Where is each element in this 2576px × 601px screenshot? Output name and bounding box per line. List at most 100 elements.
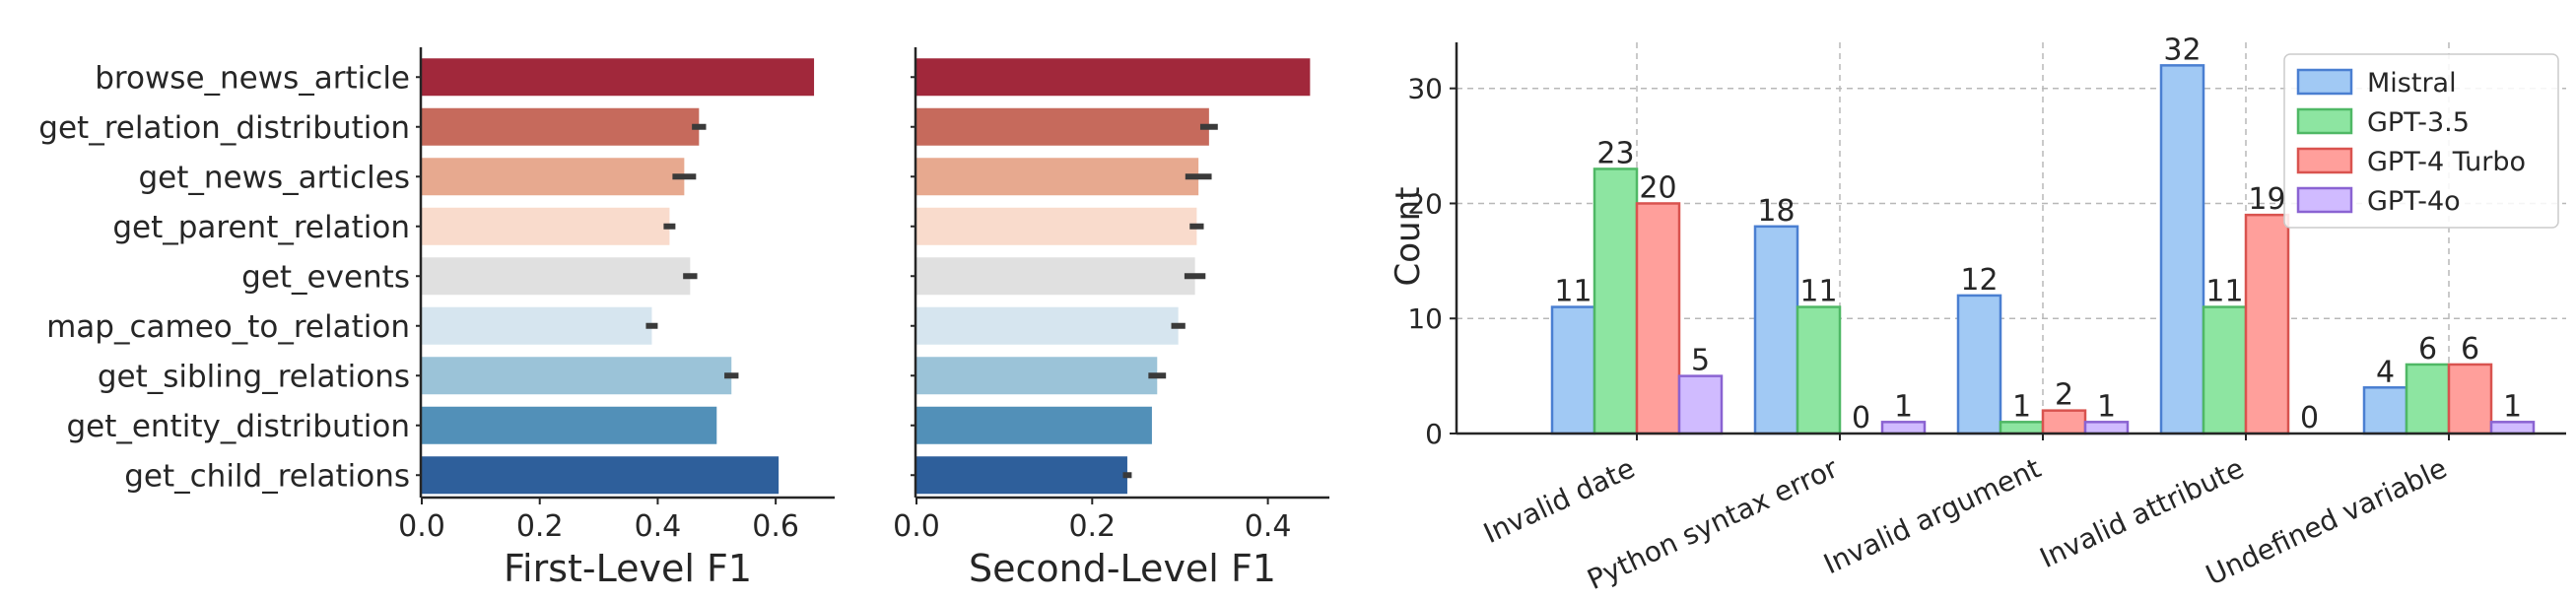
x-tick-label: 0.0 <box>398 509 445 544</box>
bar-map-cameo-to-relation <box>422 306 652 345</box>
bar-mistral-invalid-argument <box>1956 294 2002 435</box>
error-count-y-ticks: 0 10 20 30 <box>1407 73 1457 450</box>
bar-gpt-3-5-undefined-variable <box>2405 363 2451 435</box>
bar-get-sibling-relations <box>422 357 732 395</box>
value-label-gpt-4-turbo-invalid-date: 20 <box>1639 170 1676 205</box>
legend-swatch-gpt-4-turbo <box>2296 147 2353 174</box>
category-label-get-news-articles: get_news_articles <box>138 160 410 195</box>
x-tick-label-invalid-date: Invalid date <box>1478 451 1640 550</box>
second-level-error-bars <box>1122 123 1218 479</box>
bar-get-child-relations <box>916 456 1127 495</box>
legend-swatch-gpt-3-5 <box>2296 107 2353 135</box>
value-label-gpt-4o-invalid-attribute: 0 <box>2300 401 2319 435</box>
bar-get-relation-distribution <box>916 107 1209 146</box>
x-tick-label: 0.6 <box>752 509 799 544</box>
category-label-get-sibling-relations: get_sibling_relations <box>98 359 410 394</box>
bar-get-news-articles <box>422 158 685 196</box>
first-level-x-ticks: 0.0 0.2 0.4 0.6 <box>398 498 799 544</box>
bar-get-entity-distribution <box>916 406 1152 444</box>
value-label-gpt-3-5-invalid-argument: 1 <box>2012 389 2031 424</box>
value-label-gpt-3-5-python-syntax-error: 11 <box>1799 275 1837 309</box>
legend-label-gpt-4-turbo: GPT-4 Turbo <box>2367 147 2526 177</box>
value-label-gpt-4-turbo-undefined-variable: 6 <box>2461 332 2479 367</box>
value-label-mistral-undefined-variable: 4 <box>2376 355 2395 389</box>
legend-label-mistral: Mistral <box>2367 68 2457 99</box>
bar-get-news-articles <box>916 158 1199 196</box>
legend-label-gpt-4o: GPT-4o <box>2367 186 2461 217</box>
value-label-gpt-3-5-undefined-variable: 6 <box>2418 332 2437 367</box>
legend-swatch-gpt-4o <box>2296 186 2353 214</box>
bar-mistral-undefined-variable <box>2362 386 2408 435</box>
bar-gpt-4o-invalid-date <box>1677 374 1724 435</box>
legend-box <box>2283 53 2559 229</box>
bar-get-events <box>916 257 1195 296</box>
x-tick-label: 0.2 <box>1068 509 1116 544</box>
category-label-get-parent-relation: get_parent_relation <box>112 210 410 245</box>
y-tick-label: 30 <box>1407 73 1443 105</box>
y-tick-label: 0 <box>1425 418 1443 450</box>
bar-get-child-relations <box>422 456 780 495</box>
second-level-x-axis-label: Second-Level F1 <box>969 547 1276 590</box>
bar-browse-news-article <box>916 58 1311 97</box>
bar-get-parent-relation <box>916 207 1197 245</box>
bar-map-cameo-to-relation <box>916 306 1179 345</box>
value-label-gpt-3-5-invalid-attribute: 11 <box>2205 275 2243 309</box>
y-tick-label: 20 <box>1407 187 1443 220</box>
bar-gpt-4-turbo-invalid-argument <box>2041 409 2087 435</box>
first-level-x-axis-label: First-Level F1 <box>504 547 752 590</box>
bar-gpt-4-turbo-undefined-variable <box>2447 363 2493 435</box>
bar-gpt-3-5-python-syntax-error <box>1796 305 1842 435</box>
second-level-f1-panel: 0.0 0.2 0.4 Second-Level F1 <box>893 47 1329 590</box>
bar-get-parent-relation <box>422 207 670 245</box>
bar-mistral-invalid-date <box>1550 305 1596 435</box>
value-label-mistral-python-syntax-error: 18 <box>1757 194 1795 229</box>
x-tick-label: 0.2 <box>516 509 564 544</box>
bar-get-relation-distribution <box>422 107 700 146</box>
bar-mistral-invalid-attribute <box>2159 64 2205 435</box>
value-label-gpt-4o-invalid-argument: 1 <box>2097 389 2116 424</box>
error-count-y-axis-label: Count <box>1389 187 1428 287</box>
category-label-get-events: get_events <box>241 259 410 295</box>
value-label-mistral-invalid-attribute: 32 <box>2163 33 2201 67</box>
category-label-get-entity-distribution: get_entity_distribution <box>66 409 410 444</box>
second-level-x-ticks: 0.0 0.2 0.4 <box>893 498 1291 544</box>
category-label-browse-news-article: browse_news_article <box>95 60 410 96</box>
value-label-gpt-4-turbo-invalid-argument: 2 <box>2055 378 2073 413</box>
bar-get-entity-distribution <box>422 406 717 444</box>
bar-browse-news-article <box>422 58 815 97</box>
bar-gpt-3-5-invalid-date <box>1593 167 1639 435</box>
category-label-get-child-relations: get_child_relations <box>124 458 410 494</box>
value-label-gpt-4o-python-syntax-error: 1 <box>1894 389 1913 424</box>
value-label-gpt-3-5-invalid-date: 23 <box>1596 136 1634 170</box>
bar-get-sibling-relations <box>916 357 1158 395</box>
bar-gpt-4-turbo-invalid-date <box>1635 202 1681 435</box>
first-level-category-labels: browse_news_article get_relation_distribu… <box>38 60 422 494</box>
bar-get-events <box>422 257 691 296</box>
legend-label-gpt-3-5: GPT-3.5 <box>2367 107 2470 138</box>
value-label-gpt-4o-invalid-date: 5 <box>1691 344 1710 378</box>
value-label-gpt-4o-undefined-variable: 1 <box>2503 389 2522 424</box>
value-label-gpt-4-turbo-invalid-attribute: 19 <box>2248 182 2285 217</box>
y-tick-label: 10 <box>1407 302 1443 335</box>
value-label-mistral-invalid-date: 11 <box>1554 275 1592 309</box>
first-level-bars <box>422 58 815 495</box>
first-level-f1-panel: browse_news_article get_relation_distribu… <box>38 47 835 590</box>
first-level-error-bars <box>645 123 739 379</box>
bar-mistral-python-syntax-error <box>1753 225 1799 435</box>
error-count-bars <box>1550 64 2536 435</box>
bar-gpt-4-turbo-invalid-attribute <box>2244 213 2290 435</box>
error-count-legend: Mistral GPT-3.5 GPT-4 Turbo GPT-4o <box>2283 53 2559 229</box>
second-level-bars <box>916 58 1311 495</box>
legend-swatch-mistral <box>2296 68 2353 96</box>
x-tick-label: 0.4 <box>1245 509 1292 544</box>
value-label-mistral-invalid-argument: 12 <box>1960 263 1998 298</box>
bar-gpt-3-5-invalid-attribute <box>2202 305 2248 435</box>
category-label-get-relation-distribution: get_relation_distribution <box>38 110 410 146</box>
x-tick-label: 0.0 <box>893 509 940 544</box>
x-tick-label-invalid-argument: Invalid argument <box>1819 451 2046 580</box>
value-label-gpt-4-turbo-python-syntax-error: 0 <box>1852 401 1870 435</box>
